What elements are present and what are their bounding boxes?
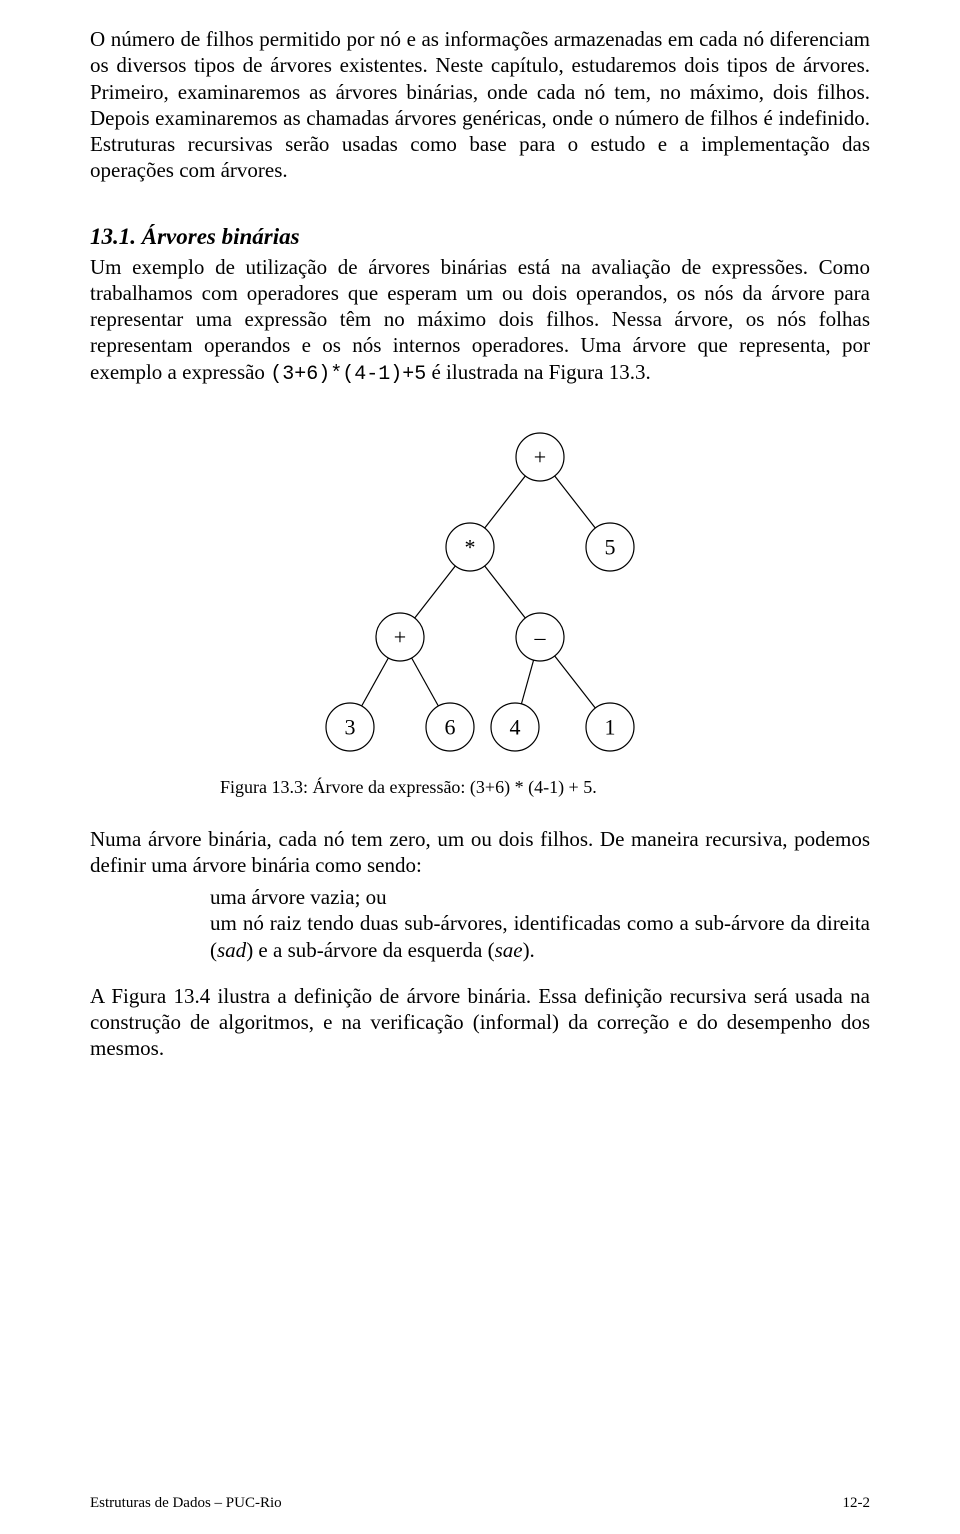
tree-edge xyxy=(555,655,596,707)
page-footer: Estruturas de Dados – PUC-Rio 12-2 xyxy=(90,1495,870,1512)
def2-sad: sad xyxy=(217,938,246,962)
tree-node-label: 3 xyxy=(345,714,356,739)
page: O número de filhos permitido por nó e as… xyxy=(0,0,960,1534)
section-heading: 13.1. Árvores binárias xyxy=(90,224,870,250)
inline-code-expression: (3+6)*(4-1)+5 xyxy=(270,363,426,386)
definition-item-1: uma árvore vazia; ou xyxy=(210,884,870,910)
tree-edge xyxy=(521,660,533,704)
tree-edge xyxy=(412,657,439,705)
footer-right: 12-2 xyxy=(843,1495,871,1512)
tree-node-label: 4 xyxy=(510,714,521,739)
def2-sae: sae xyxy=(495,938,523,962)
def2-post: ). xyxy=(523,938,535,962)
tree-node-label: + xyxy=(534,444,546,469)
expression-tree-figure: + * 5 + – 3 6 4 1 xyxy=(280,427,680,757)
tree-node-label: + xyxy=(394,624,406,649)
section-title: Árvores binárias xyxy=(142,224,300,249)
tree-edge xyxy=(555,475,596,527)
tree-diagram: + * 5 + – 3 6 4 1 xyxy=(280,427,680,757)
closing-paragraph: A Figura 13.4 ilustra a definição de árv… xyxy=(90,983,870,1062)
intro-paragraph: O número de filhos permitido por nó e as… xyxy=(90,26,870,184)
tree-node-label: 6 xyxy=(445,714,456,739)
tree-edge xyxy=(485,475,526,527)
definition-item-2: um nó raiz tendo duas sub-árvores, ident… xyxy=(210,910,870,963)
definition-intro-paragraph: Numa árvore binária, cada nó tem zero, u… xyxy=(90,826,870,879)
body-text-post: é ilustrada na Figura 13.3. xyxy=(426,360,651,384)
figure-caption: Figura 13.3: Árvore da expressão: (3+6) … xyxy=(90,777,870,798)
footer-left: Estruturas de Dados – PUC-Rio xyxy=(90,1495,282,1512)
spacer xyxy=(90,963,870,983)
tree-edge xyxy=(485,565,526,617)
tree-node-label: * xyxy=(465,534,476,559)
tree-node-label: – xyxy=(534,624,547,649)
definition-list: uma árvore vazia; ou um nó raiz tendo du… xyxy=(210,884,870,963)
def2-mid: ) e a sub-árvore da esquerda ( xyxy=(246,938,494,962)
tree-edge xyxy=(362,657,389,705)
section-number: 13.1. xyxy=(90,224,136,249)
section-body-paragraph: Um exemplo de utilização de árvores biná… xyxy=(90,254,870,387)
tree-node-label: 5 xyxy=(605,534,616,559)
tree-edge xyxy=(415,565,456,617)
tree-node-label: 1 xyxy=(605,714,616,739)
